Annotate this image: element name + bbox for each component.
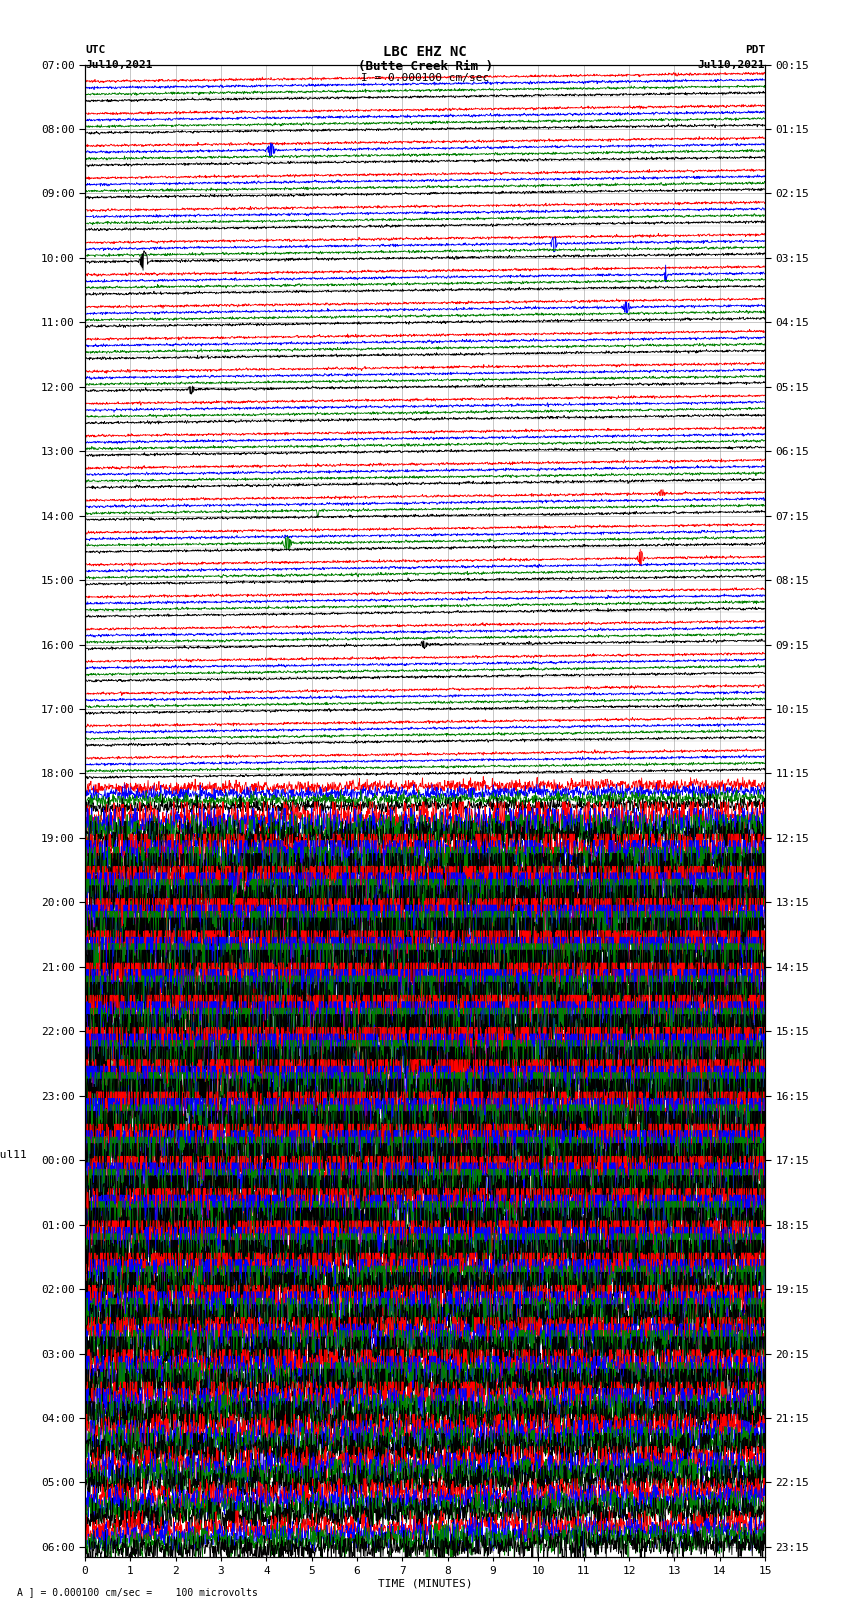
Text: Jul11: Jul11	[0, 1150, 27, 1160]
Text: I = 0.000100 cm/sec: I = 0.000100 cm/sec	[361, 73, 489, 82]
Text: (Butte Creek Rim ): (Butte Creek Rim )	[358, 60, 492, 73]
Text: Jul10,2021: Jul10,2021	[85, 60, 152, 69]
Text: UTC: UTC	[85, 45, 105, 55]
X-axis label: TIME (MINUTES): TIME (MINUTES)	[377, 1579, 473, 1589]
Text: Jul10,2021: Jul10,2021	[698, 60, 765, 69]
Text: LBC EHZ NC: LBC EHZ NC	[383, 45, 467, 60]
Text: PDT: PDT	[745, 45, 765, 55]
Text: A ] = 0.000100 cm/sec =    100 microvolts: A ] = 0.000100 cm/sec = 100 microvolts	[17, 1587, 258, 1597]
